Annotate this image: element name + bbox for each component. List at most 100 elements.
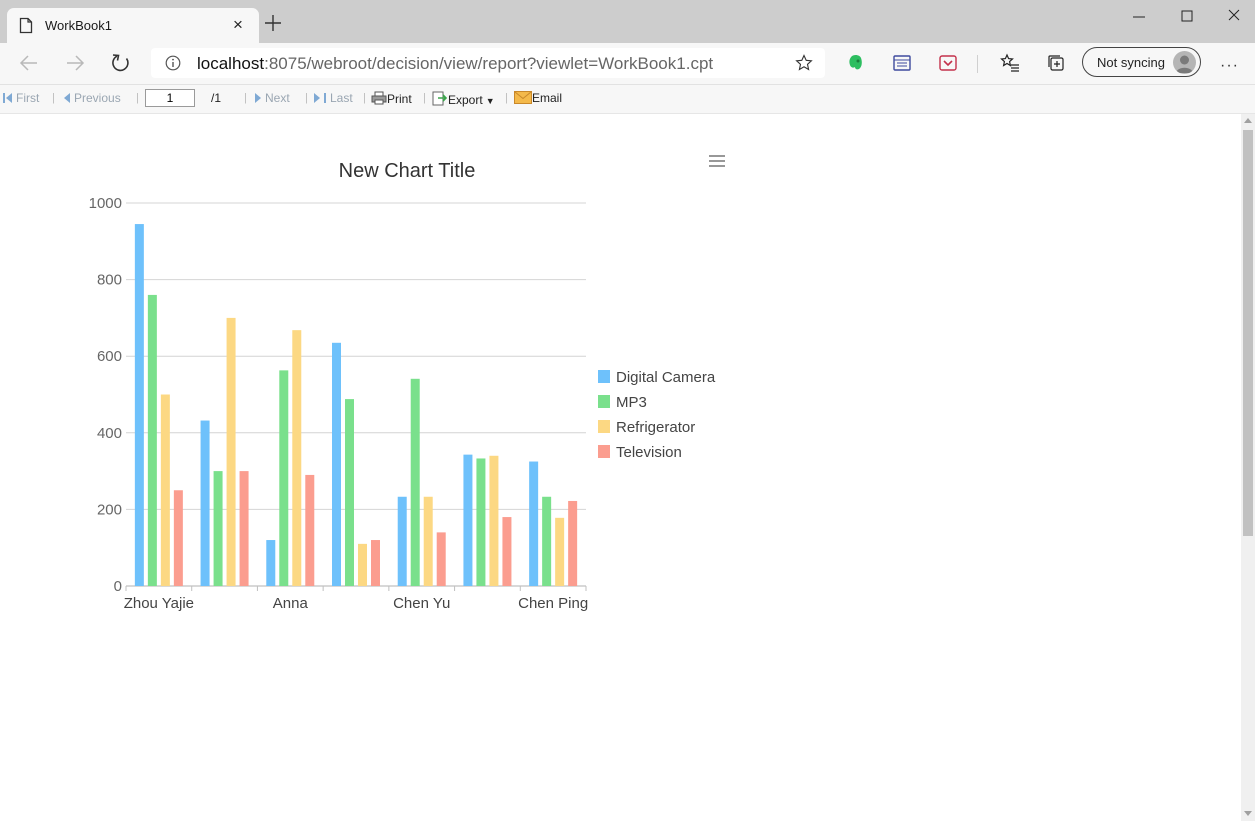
scroll-down-arrow-icon[interactable]: [1244, 811, 1252, 816]
evernote-extension-icon[interactable]: [846, 53, 866, 73]
bar: [239, 471, 249, 586]
favorites-icon[interactable]: [1000, 53, 1020, 73]
dropdown-caret-icon: ▼: [485, 96, 495, 106]
chart-menu-icon[interactable]: [708, 154, 726, 168]
pocket-extension-icon[interactable]: [938, 53, 958, 73]
avatar-person-icon: [1176, 55, 1193, 73]
page-number-input[interactable]: [145, 89, 195, 107]
x-tick-label: Chen Yu: [393, 595, 450, 612]
first-page-arrow-icon: [6, 93, 12, 103]
toolbar-separator: |: [52, 92, 55, 104]
bar: [410, 378, 420, 586]
reading-view-icon[interactable]: [892, 53, 912, 73]
scrollbar-thumb[interactable]: [1243, 130, 1253, 536]
bar: [358, 543, 367, 586]
first-page-icon: [3, 93, 5, 103]
bar: [463, 454, 473, 586]
toolbar-separator: |: [244, 92, 247, 104]
last-page-icon: [324, 93, 326, 103]
close-tab-icon[interactable]: ×: [233, 15, 243, 34]
export-label: Export: [448, 93, 483, 107]
favorite-star-icon[interactable]: [795, 54, 813, 72]
avatar: [1173, 51, 1196, 74]
print-label: Print: [387, 92, 412, 106]
previous-label: Previous: [74, 91, 121, 105]
url-path: :8075/webroot/decision/view/report?viewl…: [264, 54, 714, 73]
profile-sync-button[interactable]: Not syncing: [1082, 47, 1201, 77]
last-page-button[interactable]: Last: [314, 91, 353, 105]
bar: [489, 455, 499, 586]
bar: [266, 540, 276, 586]
next-label: Next: [265, 91, 290, 105]
bar: [476, 458, 486, 586]
sync-status-label: Not syncing: [1097, 55, 1165, 70]
page-icon: [19, 17, 33, 34]
export-button[interactable]: Export ▼: [432, 91, 495, 107]
more-options-icon[interactable]: ···: [1220, 57, 1239, 74]
browser-tab-strip: WorkBook1 ×: [0, 0, 1255, 43]
vertical-scrollbar[interactable]: [1241, 114, 1255, 821]
bar: [147, 294, 157, 586]
bar: [292, 330, 302, 586]
bar: [397, 496, 407, 586]
refresh-icon[interactable]: [110, 52, 132, 74]
address-bar[interactable]: localhost:8075/webroot/decision/view/rep…: [151, 48, 825, 78]
chart-gridlines: [126, 202, 586, 587]
first-page-button[interactable]: First: [3, 91, 39, 105]
chart-x-axis: Zhou Yajie Anna Chen Yu Chen Ping: [124, 586, 588, 612]
email-icon: [514, 91, 532, 104]
bar: [160, 394, 170, 586]
bar: [134, 224, 144, 586]
toolbar-separator: |: [363, 92, 366, 104]
first-label: First: [16, 91, 40, 105]
bar: [555, 517, 565, 586]
bar: [529, 461, 539, 586]
new-tab-icon[interactable]: [263, 13, 283, 33]
email-label: Email: [532, 91, 563, 105]
legend-swatch: [598, 395, 610, 408]
browser-tab[interactable]: WorkBook1 ×: [7, 8, 259, 43]
bar: [436, 532, 446, 586]
chart-bars: [134, 224, 578, 586]
y-tick-label: 400: [97, 425, 122, 442]
bar: [305, 474, 315, 586]
back-icon[interactable]: [18, 52, 40, 74]
info-icon[interactable]: [165, 55, 181, 71]
scroll-up-arrow-icon[interactable]: [1244, 118, 1252, 123]
chart-legend: Digital Camera MP3 Refrigerator Television: [598, 369, 716, 461]
bar: [332, 342, 341, 586]
browser-toolbar: localhost:8075/webroot/decision/view/rep…: [0, 43, 1255, 85]
toolbar-separator: |: [136, 92, 139, 104]
minimize-icon[interactable]: [1124, 6, 1154, 28]
chart-y-axis: 0 200 400 600 800 1000: [89, 195, 122, 595]
bar: [542, 496, 552, 586]
collections-icon[interactable]: [1046, 53, 1066, 73]
legend-swatch: [598, 445, 610, 458]
bar: [423, 496, 433, 586]
next-page-button[interactable]: Next: [255, 91, 290, 105]
legend-label: MP3: [616, 394, 647, 411]
bar: [213, 471, 223, 586]
previous-page-button[interactable]: Previous: [64, 91, 121, 105]
toolbar-divider: [977, 55, 978, 73]
url-host: localhost: [197, 54, 265, 73]
y-tick-label: 200: [97, 501, 122, 518]
legend-label: Digital Camera: [616, 369, 716, 386]
window-close-icon[interactable]: [1219, 6, 1249, 28]
print-button[interactable]: Print: [371, 91, 412, 106]
printer-icon: [371, 91, 387, 105]
url-text: localhost:8075/webroot/decision/view/rep…: [197, 54, 713, 74]
export-icon: [432, 91, 448, 106]
maximize-icon[interactable]: [1172, 6, 1202, 28]
bar: [345, 399, 354, 586]
page-total: /1: [211, 91, 222, 105]
toolbar-separator: |: [505, 92, 508, 104]
y-tick-label: 1000: [89, 195, 122, 212]
toolbar-separator: |: [305, 92, 308, 104]
email-button[interactable]: Email: [514, 91, 562, 105]
report-canvas: New Chart Title 0 200 400 600 800 1000 Zhou Y…: [0, 114, 1241, 821]
last-label: Last: [330, 91, 353, 105]
legend-swatch: [598, 420, 610, 433]
forward-icon[interactable]: [64, 52, 86, 74]
legend-label: Television: [616, 444, 682, 461]
